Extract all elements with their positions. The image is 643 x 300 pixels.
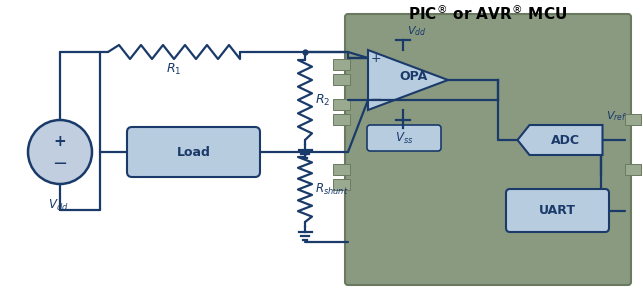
Bar — [333, 74, 350, 85]
Text: −: − — [370, 92, 383, 107]
Text: −: − — [53, 155, 68, 173]
FancyBboxPatch shape — [345, 14, 631, 285]
Bar — [333, 114, 350, 125]
Text: $R_2$: $R_2$ — [315, 92, 331, 108]
Polygon shape — [368, 50, 448, 110]
Bar — [625, 114, 641, 125]
Text: $V_{dd}$: $V_{dd}$ — [407, 24, 426, 38]
Circle shape — [28, 120, 92, 184]
FancyBboxPatch shape — [367, 125, 441, 151]
Text: $R_1$: $R_1$ — [167, 62, 182, 77]
Bar — [333, 99, 350, 110]
Polygon shape — [518, 125, 602, 155]
Bar — [333, 164, 350, 175]
Bar — [333, 179, 350, 190]
Text: $V_{dd}$: $V_{dd}$ — [48, 198, 68, 213]
Text: +: + — [370, 52, 381, 64]
FancyBboxPatch shape — [127, 127, 260, 177]
Text: UART: UART — [539, 204, 576, 217]
FancyBboxPatch shape — [506, 189, 609, 232]
Text: $R_{shunt}$: $R_{shunt}$ — [315, 182, 349, 197]
Text: OPA: OPA — [399, 70, 428, 83]
Bar — [625, 164, 641, 175]
Text: ADC: ADC — [550, 134, 579, 146]
Text: PIC$^{\circledR}$ or AVR$^{\circledR}$ MCU: PIC$^{\circledR}$ or AVR$^{\circledR}$ M… — [408, 4, 568, 23]
Text: Load: Load — [177, 146, 210, 158]
Text: $V_{ss}$: $V_{ss}$ — [395, 130, 413, 146]
Bar — [333, 59, 350, 70]
Text: $V_{ref}$: $V_{ref}$ — [606, 109, 627, 123]
Text: +: + — [53, 134, 66, 149]
